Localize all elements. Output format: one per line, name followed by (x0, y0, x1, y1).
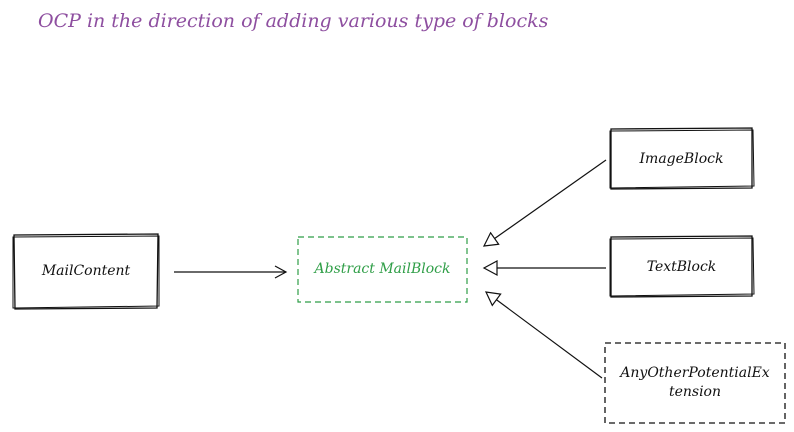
diagram-title: OCP in the direction of adding various t… (38, 10, 549, 32)
mail-content-box (12, 233, 160, 310)
other-extension-box (604, 342, 786, 424)
abstract-mailblock-box (297, 236, 468, 303)
text-block-label: TextBlock (646, 258, 717, 275)
text-block-box (609, 235, 755, 298)
mail-content-label: MailContent (41, 262, 131, 279)
abstract-mailblock-label: Abstract MailBlock (314, 261, 451, 278)
inheritance-arrow-other (484, 291, 603, 379)
other-extension-label-line1: AnyOtherPotentialEx (620, 365, 770, 382)
image-block-box (609, 127, 755, 190)
other-extension-label: AnyOtherPotentialEx tension (605, 343, 785, 423)
inheritance-arrow-image (482, 159, 607, 247)
other-extension-label-line2: tension (668, 384, 722, 400)
image-block-label: ImageBlock (639, 150, 724, 167)
